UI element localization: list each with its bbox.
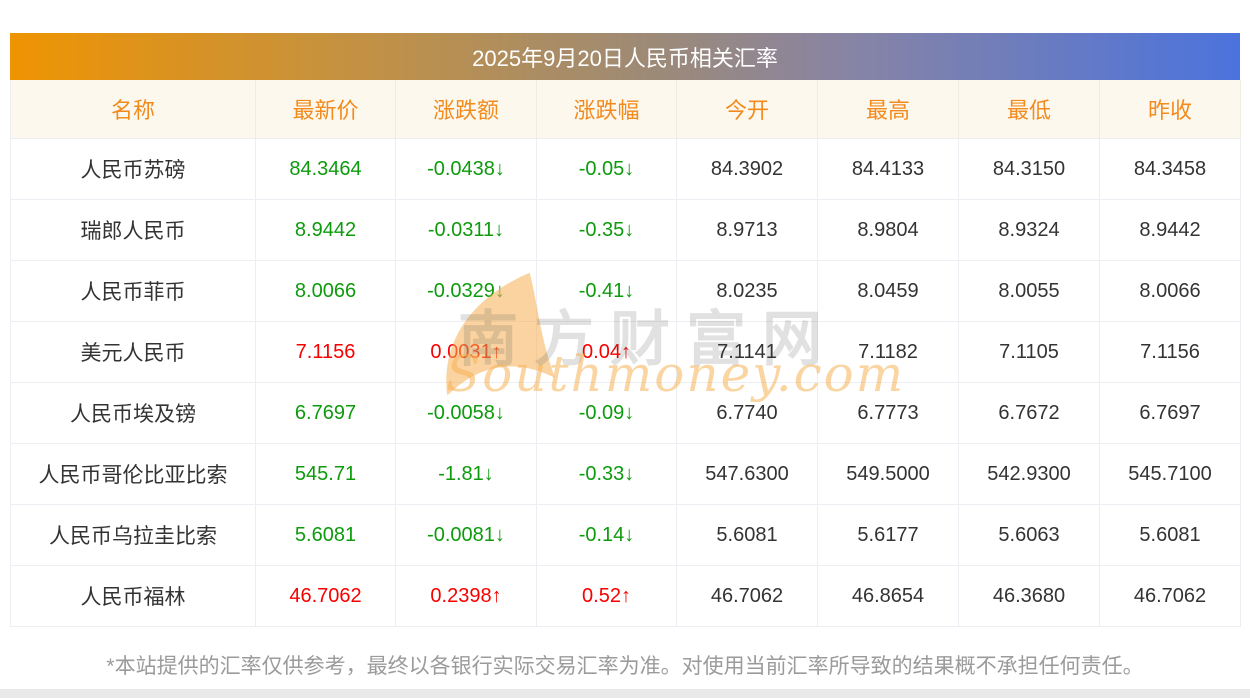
low-price: 8.0055: [959, 261, 1100, 322]
prev-close-price: 8.0066: [1100, 261, 1241, 322]
column-header-latest-price: 最新价: [256, 80, 396, 139]
change-amount: -0.0058↓: [396, 383, 537, 444]
change-amount: -1.81↓: [396, 444, 537, 505]
latest-price: 5.6081: [256, 505, 396, 566]
column-header-change-percent: 涨跌幅: [537, 80, 677, 139]
open-price: 46.7062: [677, 566, 818, 627]
open-price: 547.6300: [677, 444, 818, 505]
table-header-row: 名称 最新价 涨跌额 涨跌幅 今开 最高 最低 昨收: [10, 80, 1241, 139]
table-row: 美元人民币 7.1156 0.0031↑ 0.04↑ 7.1141 7.1182…: [10, 322, 1241, 383]
bottom-divider: [0, 689, 1250, 698]
change-amount: -0.0438↓: [396, 139, 537, 200]
currency-pair-name: 人民币菲币: [11, 261, 256, 322]
prev-close-price: 5.6081: [1100, 505, 1241, 566]
table-row: 人民币埃及镑 6.7697 -0.0058↓ -0.09↓ 6.7740 6.7…: [10, 383, 1241, 444]
prev-close-price: 8.9442: [1100, 200, 1241, 261]
latest-price: 545.71: [256, 444, 396, 505]
open-price: 8.0235: [677, 261, 818, 322]
prev-close-price: 84.3458: [1100, 139, 1241, 200]
latest-price: 6.7697: [256, 383, 396, 444]
prev-close-price: 46.7062: [1100, 566, 1241, 627]
rate-table-panel: 2025年9月20日人民币相关汇率 名称 最新价 涨跌额 涨跌幅 今开 最高 最…: [10, 33, 1241, 627]
prev-close-price: 6.7697: [1100, 383, 1241, 444]
change-amount: -0.0329↓: [396, 261, 537, 322]
low-price: 8.9324: [959, 200, 1100, 261]
column-header-prev-close: 昨收: [1100, 80, 1241, 139]
currency-pair-name: 人民币乌拉圭比索: [11, 505, 256, 566]
high-price: 84.4133: [818, 139, 959, 200]
low-price: 84.3150: [959, 139, 1100, 200]
change-percent: -0.05↓: [537, 139, 677, 200]
change-percent: -0.33↓: [537, 444, 677, 505]
high-price: 8.0459: [818, 261, 959, 322]
open-price: 5.6081: [677, 505, 818, 566]
table-title: 2025年9月20日人民币相关汇率: [472, 45, 778, 71]
latest-price: 8.9442: [256, 200, 396, 261]
table-title-bar: 2025年9月20日人民币相关汇率: [10, 33, 1240, 80]
column-header-low: 最低: [959, 80, 1100, 139]
currency-pair-name: 瑞郎人民币: [11, 200, 256, 261]
change-amount: 0.0031↑: [396, 322, 537, 383]
change-percent: -0.41↓: [537, 261, 677, 322]
change-percent: 0.52↑: [537, 566, 677, 627]
currency-pair-name: 人民币埃及镑: [11, 383, 256, 444]
column-header-open: 今开: [677, 80, 818, 139]
currency-pair-name: 人民币哥伦比亚比索: [11, 444, 256, 505]
latest-price: 84.3464: [256, 139, 396, 200]
low-price: 7.1105: [959, 322, 1100, 383]
open-price: 6.7740: [677, 383, 818, 444]
table-row: 人民币福林 46.7062 0.2398↑ 0.52↑ 46.7062 46.8…: [10, 566, 1241, 627]
change-amount: 0.2398↑: [396, 566, 537, 627]
table-row: 人民币苏磅 84.3464 -0.0438↓ -0.05↓ 84.3902 84…: [10, 139, 1241, 200]
column-header-name: 名称: [11, 80, 256, 139]
table-row: 人民币菲币 8.0066 -0.0329↓ -0.41↓ 8.0235 8.04…: [10, 261, 1241, 322]
table-row: 人民币哥伦比亚比索 545.71 -1.81↓ -0.33↓ 547.6300 …: [10, 444, 1241, 505]
latest-price: 7.1156: [256, 322, 396, 383]
change-percent: -0.35↓: [537, 200, 677, 261]
high-price: 46.8654: [818, 566, 959, 627]
low-price: 5.6063: [959, 505, 1100, 566]
table-row: 瑞郎人民币 8.9442 -0.0311↓ -0.35↓ 8.9713 8.98…: [10, 200, 1241, 261]
low-price: 46.3680: [959, 566, 1100, 627]
prev-close-price: 545.7100: [1100, 444, 1241, 505]
high-price: 7.1182: [818, 322, 959, 383]
disclaimer-text: *本站提供的汇率仅供参考，最终以各银行实际交易汇率为准。对使用当前汇率所导致的结…: [106, 655, 1144, 678]
table-row: 人民币乌拉圭比索 5.6081 -0.0081↓ -0.14↓ 5.6081 5…: [10, 505, 1241, 566]
high-price: 5.6177: [818, 505, 959, 566]
high-price: 6.7773: [818, 383, 959, 444]
change-amount: -0.0311↓: [396, 200, 537, 261]
currency-pair-name: 人民币苏磅: [11, 139, 256, 200]
change-percent: 0.04↑: [537, 322, 677, 383]
currency-pair-name: 人民币福林: [11, 566, 256, 627]
latest-price: 46.7062: [256, 566, 396, 627]
low-price: 542.9300: [959, 444, 1100, 505]
change-amount: -0.0081↓: [396, 505, 537, 566]
high-price: 549.5000: [818, 444, 959, 505]
open-price: 84.3902: [677, 139, 818, 200]
currency-pair-name: 美元人民币: [11, 322, 256, 383]
open-price: 8.9713: [677, 200, 818, 261]
high-price: 8.9804: [818, 200, 959, 261]
low-price: 6.7672: [959, 383, 1100, 444]
change-percent: -0.14↓: [537, 505, 677, 566]
latest-price: 8.0066: [256, 261, 396, 322]
change-percent: -0.09↓: [537, 383, 677, 444]
column-header-high: 最高: [818, 80, 959, 139]
prev-close-price: 7.1156: [1100, 322, 1241, 383]
column-header-change-amount: 涨跌额: [396, 80, 537, 139]
open-price: 7.1141: [677, 322, 818, 383]
